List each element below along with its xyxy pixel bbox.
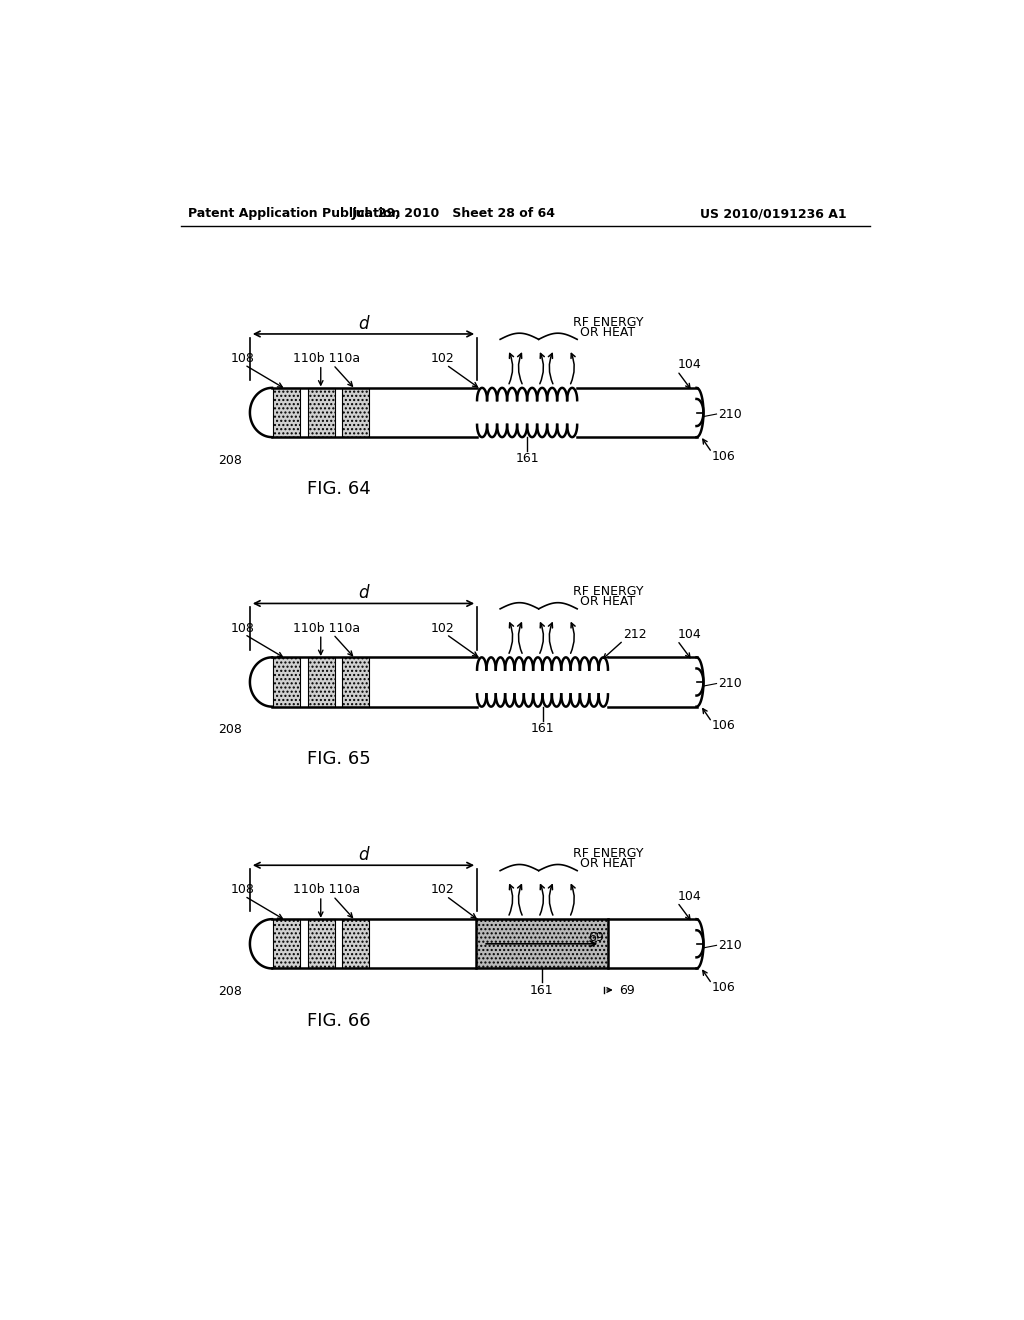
Text: RF ENERGY: RF ENERGY (572, 585, 643, 598)
Text: RF ENERGY: RF ENERGY (572, 315, 643, 329)
Text: 69: 69 (589, 931, 604, 944)
Bar (307, 657, 335, 706)
Text: 106: 106 (712, 719, 735, 733)
Text: FIG. 65: FIG. 65 (306, 750, 371, 768)
Text: 104: 104 (677, 628, 701, 640)
Text: OR HEAT: OR HEAT (581, 326, 636, 339)
Text: 106: 106 (712, 981, 735, 994)
Text: 110b 110a: 110b 110a (293, 622, 360, 635)
Text: RF ENERGY: RF ENERGY (572, 847, 643, 861)
Text: 108: 108 (230, 883, 255, 896)
Bar (342, 657, 370, 706)
Text: Jul. 29, 2010   Sheet 28 of 64: Jul. 29, 2010 Sheet 28 of 64 (352, 207, 556, 220)
Text: 161: 161 (515, 453, 539, 465)
Text: OR HEAT: OR HEAT (581, 857, 636, 870)
Text: 108: 108 (230, 622, 255, 635)
Text: 102: 102 (430, 352, 455, 366)
Text: 102: 102 (430, 883, 455, 896)
Text: 210: 210 (718, 677, 741, 690)
Text: 110b 110a: 110b 110a (293, 883, 360, 896)
Bar (475, 919, 608, 969)
Text: US 2010/0191236 A1: US 2010/0191236 A1 (700, 207, 847, 220)
Bar (273, 919, 300, 969)
Text: 161: 161 (530, 983, 554, 997)
Bar (342, 388, 370, 437)
Text: 110b 110a: 110b 110a (293, 352, 360, 366)
Text: 212: 212 (624, 628, 647, 640)
Text: 210: 210 (718, 408, 741, 421)
Text: 161: 161 (530, 722, 554, 735)
Text: 208: 208 (218, 723, 243, 737)
Text: FIG. 66: FIG. 66 (306, 1012, 371, 1030)
Text: 102: 102 (430, 622, 455, 635)
Text: Patent Application Publication: Patent Application Publication (188, 207, 400, 220)
Text: 108: 108 (230, 352, 255, 366)
Text: 104: 104 (677, 358, 701, 371)
Bar (273, 657, 300, 706)
Text: d: d (358, 846, 369, 865)
Text: 208: 208 (218, 985, 243, 998)
Bar (342, 919, 370, 969)
Text: OR HEAT: OR HEAT (581, 595, 636, 609)
Text: 69: 69 (620, 983, 635, 997)
Text: FIG. 64: FIG. 64 (306, 480, 371, 499)
Bar (273, 388, 300, 437)
Text: 208: 208 (218, 454, 243, 467)
Text: 106: 106 (712, 450, 735, 463)
Bar (307, 919, 335, 969)
Text: d: d (358, 585, 369, 602)
Bar (307, 388, 335, 437)
Text: d: d (358, 315, 369, 333)
Text: 104: 104 (677, 890, 701, 903)
Text: 210: 210 (718, 939, 741, 952)
